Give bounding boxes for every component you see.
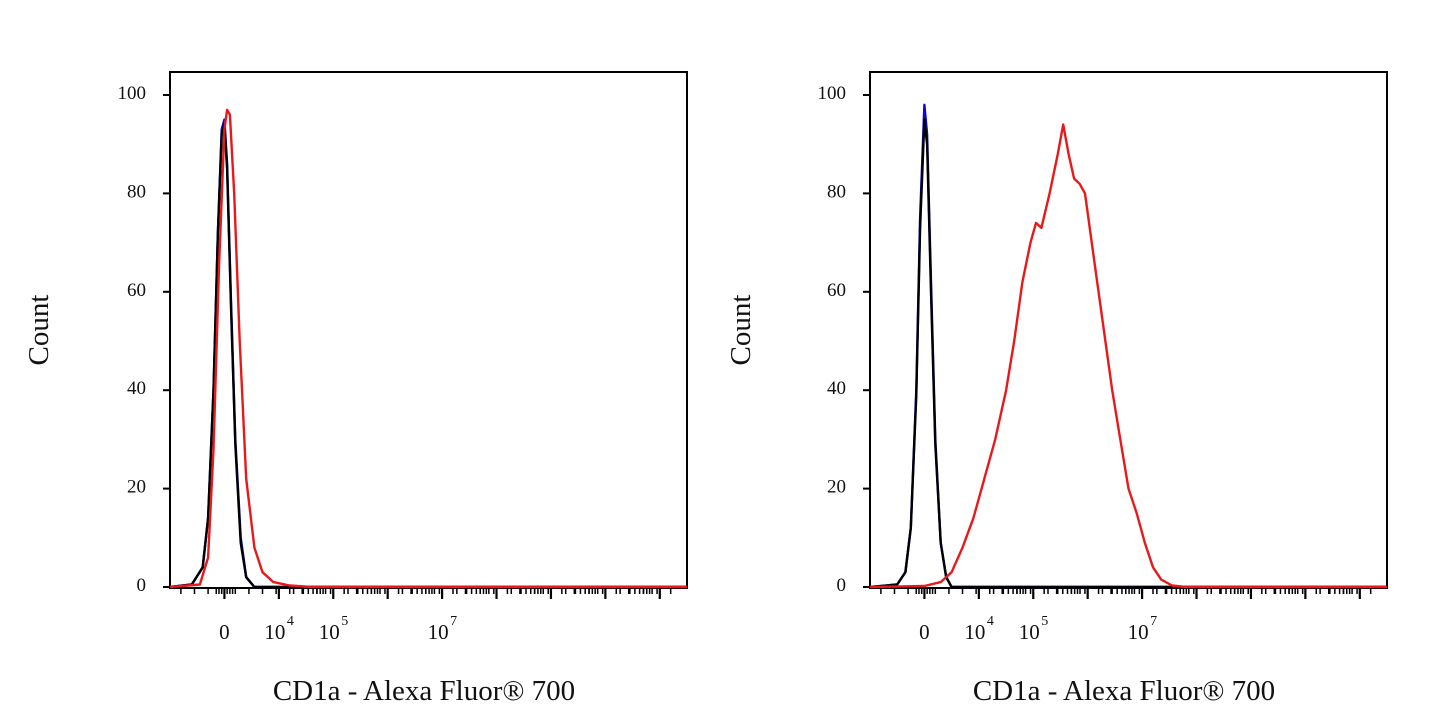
- histogram-curves: [169, 108, 687, 589]
- y-tick-label: 60: [827, 280, 846, 301]
- plot-frame: [869, 71, 1388, 589]
- x-tick-base: 10: [264, 620, 285, 644]
- x-tick-label: 0: [919, 620, 930, 644]
- y-axis: 0 20 40 60 80 100: [118, 83, 170, 596]
- x-tick-label: 10 5: [1019, 614, 1049, 644]
- x-axis: 0 10 4 10 5 10 7: [880, 588, 1372, 644]
- series-line-2: [869, 123, 1387, 589]
- x-tick-label: 10 7: [1128, 614, 1158, 644]
- y-tick-label: 40: [827, 378, 846, 399]
- x-tick-exponent: 5: [341, 614, 348, 629]
- x-tick-base: 10: [964, 620, 985, 644]
- x-tick-label: 10 4: [964, 614, 994, 644]
- x-tick-label: 10 4: [264, 614, 294, 644]
- y-tick-label: 40: [127, 378, 146, 399]
- x-tick-label: 10 7: [428, 614, 458, 644]
- x-tick-exponent: 4: [987, 614, 994, 629]
- y-tick-label: 80: [127, 181, 146, 202]
- y-tick-label: 0: [137, 575, 147, 596]
- x-tick-base: 0: [919, 620, 930, 644]
- x-tick-base: 10: [1019, 620, 1040, 644]
- x-tick-base: 10: [428, 620, 449, 644]
- x-axis: 0 10 4 10 5 10 7: [180, 588, 672, 644]
- x-tick-exponent: 4: [287, 614, 294, 629]
- x-tick-label: 0: [219, 620, 230, 644]
- y-axis-label: Count: [23, 295, 55, 366]
- x-tick-exponent: 7: [450, 614, 457, 629]
- y-axis: 0 20 40 60 80 100: [818, 83, 870, 596]
- series-line-2: [169, 108, 687, 589]
- y-tick-label: 60: [127, 280, 146, 301]
- x-tick-base: 10: [1128, 620, 1149, 644]
- x-tick-exponent: 5: [1041, 614, 1048, 629]
- x-tick-base: 10: [319, 620, 340, 644]
- histogram-curves: [869, 103, 1387, 589]
- series-line-1: [869, 118, 1387, 589]
- y-tick-label: 20: [127, 477, 146, 498]
- y-axis-label: Count: [725, 295, 757, 366]
- x-tick-exponent: 7: [1150, 614, 1157, 629]
- y-tick-label: 80: [827, 181, 846, 202]
- x-axis-label: CD1a - Alexa Fluor® 700: [273, 675, 575, 707]
- x-tick-label: 10 5: [319, 614, 349, 644]
- y-tick-label: 0: [837, 575, 847, 596]
- x-axis-label: CD1a - Alexa Fluor® 700: [973, 675, 1275, 707]
- plot-frame: [169, 71, 688, 589]
- x-tick-base: 0: [219, 620, 230, 644]
- y-tick-label: 100: [818, 83, 847, 104]
- y-tick-label: 20: [827, 477, 846, 498]
- y-tick-label: 100: [118, 83, 147, 104]
